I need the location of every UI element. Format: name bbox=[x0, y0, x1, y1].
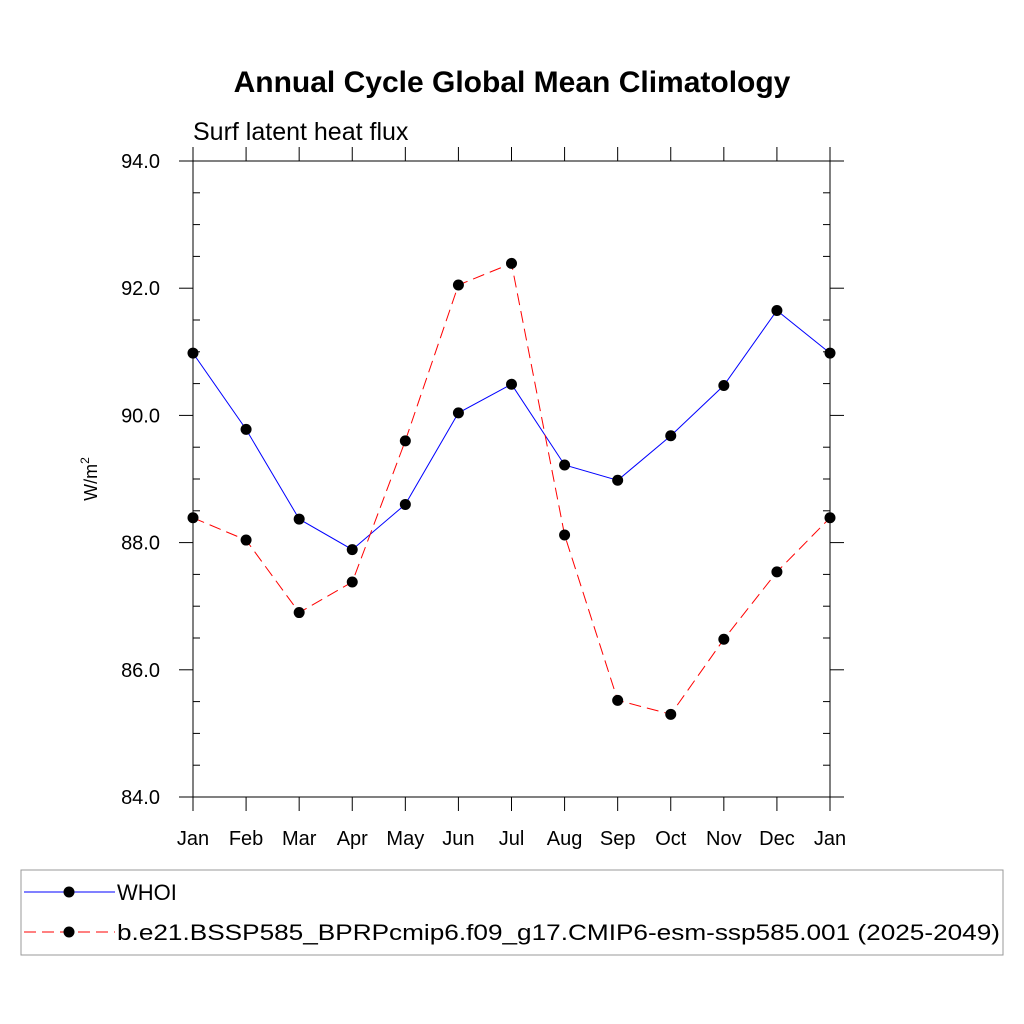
data-point-series-1 bbox=[346, 576, 358, 588]
x-tick-label: Feb bbox=[229, 828, 263, 850]
x-tick-label: Aug bbox=[547, 828, 583, 850]
data-point-series-1 bbox=[506, 257, 517, 269]
legend-label-model: b.e21.BSSP585_BPRPcmip6.f09_g17.CMIP6-es… bbox=[117, 920, 1000, 945]
x-tick-label: May bbox=[386, 828, 424, 850]
data-point-series-0 bbox=[824, 347, 836, 359]
x-tick-label: Jul bbox=[499, 828, 525, 850]
series-line-0 bbox=[192, 309, 831, 551]
x-tick-label: Jan bbox=[814, 828, 846, 850]
data-point-series-0 bbox=[612, 474, 624, 486]
chart-title: Annual Cycle Global Mean Climatology bbox=[234, 66, 791, 99]
data-point-series-0 bbox=[771, 304, 783, 316]
axis-ticks bbox=[179, 147, 844, 811]
series-layer bbox=[187, 257, 836, 720]
y-axis-tick-labels: 84.0 86.0 88.0 90.0 92.0 94.0 bbox=[121, 151, 160, 809]
legend-label-whoi: WHOI bbox=[117, 880, 177, 905]
data-point-series-0 bbox=[240, 423, 252, 435]
x-tick-label: Sep bbox=[600, 828, 636, 850]
data-point-series-1 bbox=[399, 435, 411, 447]
plot-area bbox=[192, 160, 831, 798]
data-point-series-0 bbox=[506, 378, 517, 390]
data-point-series-1 bbox=[187, 512, 199, 524]
data-point-series-1 bbox=[824, 512, 836, 524]
data-point-series-1 bbox=[452, 279, 464, 291]
y-tick-label: 94.0 bbox=[121, 151, 160, 173]
data-point-series-0 bbox=[718, 380, 730, 392]
series-line-1 bbox=[192, 262, 831, 715]
y-tick-label: 86.0 bbox=[121, 660, 160, 682]
data-point-series-0 bbox=[346, 544, 358, 556]
data-point-series-1 bbox=[293, 607, 305, 619]
x-tick-label: Dec bbox=[759, 828, 795, 850]
y-tick-label: 88.0 bbox=[121, 533, 160, 555]
data-point-series-1 bbox=[612, 694, 624, 706]
data-point-series-1 bbox=[771, 566, 783, 578]
data-point-series-0 bbox=[559, 459, 571, 471]
legend-marker-whoi bbox=[63, 886, 75, 898]
y-tick-label: 84.0 bbox=[121, 787, 160, 809]
data-point-series-1 bbox=[559, 529, 571, 541]
y-tick-label: 90.0 bbox=[121, 405, 160, 427]
x-tick-label: Jun bbox=[442, 828, 474, 850]
data-point-series-0 bbox=[293, 513, 305, 525]
data-point-series-1 bbox=[665, 708, 677, 720]
chart-subtitle: Surf latent heat flux bbox=[193, 118, 409, 146]
x-axis-tick-labels: Jan Feb Mar Apr May Jun Jul Aug Sep Oct Nov Dec Jan bbox=[177, 828, 846, 850]
data-point-series-0 bbox=[187, 347, 199, 359]
y-tick-label: 92.0 bbox=[121, 278, 160, 300]
plot-border bbox=[192, 160, 831, 798]
x-tick-label: Nov bbox=[706, 828, 742, 850]
y-axis-label: W/m2 bbox=[78, 457, 101, 501]
legend-box bbox=[20, 869, 1004, 956]
data-point-series-0 bbox=[452, 407, 464, 419]
data-point-series-1 bbox=[240, 534, 252, 546]
data-point-series-0 bbox=[399, 498, 411, 510]
x-tick-label: Oct bbox=[655, 828, 687, 850]
x-tick-label: Apr bbox=[337, 828, 368, 850]
x-tick-label: Mar bbox=[282, 828, 317, 850]
data-point-series-0 bbox=[665, 430, 677, 442]
legend: WHOI b.e21.BSSP585_BPRPcmip6.f09_g17.CMI… bbox=[20, 869, 1004, 956]
data-point-series-1 bbox=[718, 633, 730, 645]
legend-marker-model bbox=[63, 926, 75, 938]
x-tick-label: Jan bbox=[177, 828, 209, 850]
